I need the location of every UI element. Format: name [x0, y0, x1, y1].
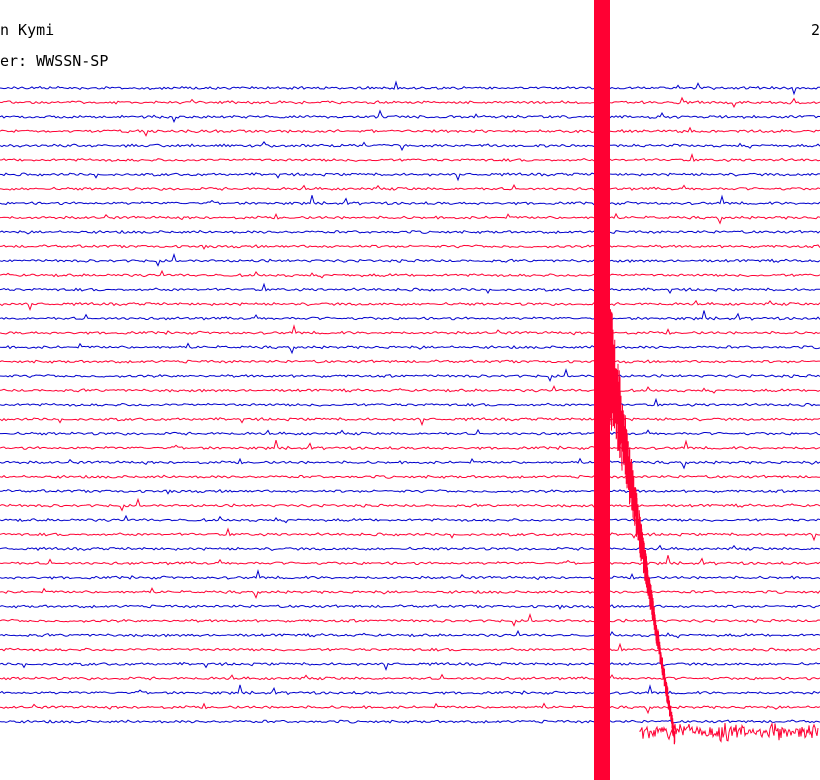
trace-row — [0, 428, 820, 436]
station-label: n Kymi — [0, 21, 55, 39]
trace-row — [0, 488, 820, 495]
trace-row — [0, 172, 820, 182]
trace-row — [0, 612, 820, 627]
trace-row — [0, 282, 820, 295]
trace-row — [0, 544, 820, 551]
trace-row — [0, 684, 820, 696]
date-label: 2 — [811, 21, 820, 39]
trace-row — [0, 474, 820, 479]
trace-row — [0, 642, 820, 652]
trace-row — [0, 514, 820, 524]
trace-row — [0, 152, 820, 163]
trace-row — [0, 229, 820, 235]
trace-row — [0, 702, 820, 715]
trace-row — [0, 359, 820, 366]
trace-row — [0, 439, 820, 451]
trace-row — [0, 96, 820, 108]
trace-row — [0, 719, 820, 724]
trace-row — [0, 299, 820, 311]
trace-row — [0, 252, 820, 267]
trace-row — [0, 661, 820, 671]
trace-row — [0, 527, 820, 542]
trace-row — [0, 342, 820, 355]
trace-row — [0, 555, 820, 566]
trace-row — [0, 269, 820, 279]
trace-row — [0, 587, 820, 600]
trace-rows — [0, 80, 820, 724]
earthquake-event — [594, 0, 819, 780]
trace-row — [0, 497, 820, 512]
event-coda-spikes — [609, 309, 676, 745]
trace-row — [0, 324, 820, 336]
event-onset-band — [594, 0, 610, 780]
trace-row — [0, 244, 820, 250]
filter-label: er: WWSSN-SP — [0, 52, 109, 70]
trace-row — [0, 184, 820, 191]
trace-row — [0, 629, 820, 639]
trace-row — [0, 310, 820, 321]
trace-row — [0, 417, 820, 427]
trace-row — [0, 109, 820, 123]
trace-row — [0, 194, 820, 206]
trace-row — [0, 141, 820, 152]
trace-row — [0, 80, 820, 96]
trace-row — [0, 385, 820, 394]
event-aftershock-trace — [639, 722, 819, 743]
trace-row — [0, 126, 820, 137]
trace-row — [0, 212, 820, 225]
trace-row — [0, 368, 820, 383]
trace-row — [0, 568, 820, 581]
trace-row — [0, 673, 820, 681]
trace-row — [0, 397, 820, 407]
trace-row — [0, 457, 820, 470]
trace-row — [0, 604, 820, 610]
